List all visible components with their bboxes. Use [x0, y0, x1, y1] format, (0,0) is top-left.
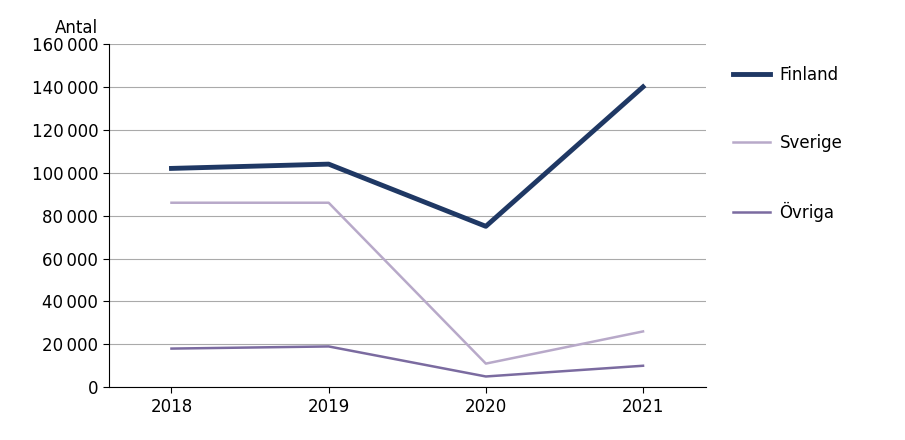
Text: Antal: Antal	[55, 19, 98, 37]
Finland	[166, 166, 176, 171]
Sverige	[323, 200, 334, 205]
Finland	[638, 84, 649, 90]
Finland	[323, 161, 334, 167]
Line: Finland: Finland	[171, 87, 643, 226]
Övriga	[323, 344, 334, 349]
Line: Sverige: Sverige	[171, 203, 643, 363]
Sverige	[481, 361, 491, 366]
Övriga	[481, 374, 491, 379]
Legend: Finland, Sverige, Övriga: Finland, Sverige, Övriga	[726, 59, 849, 229]
Finland	[481, 224, 491, 229]
Sverige	[166, 200, 176, 205]
Övriga	[166, 346, 176, 351]
Sverige	[638, 329, 649, 334]
Line: Övriga: Övriga	[171, 346, 643, 377]
Övriga	[638, 363, 649, 368]
